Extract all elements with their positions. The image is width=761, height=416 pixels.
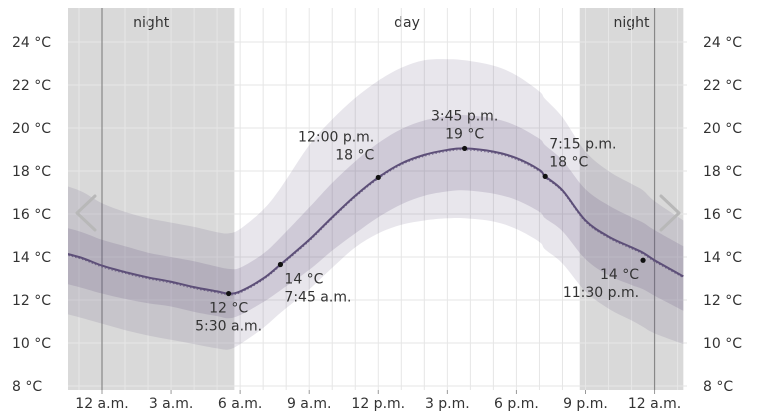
annotation-temp: 19 °C <box>445 126 484 142</box>
y-tick-label-right: 8 °C <box>703 379 733 395</box>
y-tick-label-left: 20 °C <box>12 121 51 137</box>
y-tick-label-left: 18 °C <box>12 164 51 180</box>
period-label-night: night <box>133 15 170 31</box>
night-shade <box>68 8 235 390</box>
y-tick-label-left: 8 °C <box>12 379 42 395</box>
y-tick-label-left: 24 °C <box>12 35 51 51</box>
x-tick-label: 6 a.m. <box>218 396 262 412</box>
y-tick-label-right: 24 °C <box>703 35 742 51</box>
x-axis: 12 a.m. 3 a.m. 6 a.m. 9 a.m. 12 p.m. 3 p.m. 6 … <box>75 390 681 412</box>
annotation-time: 7:45 a.m. <box>284 290 351 306</box>
x-tick-label: 12 p.m. <box>351 396 405 412</box>
data-point <box>542 173 548 179</box>
y-axis-left: 8 °C 10 °C 12 °C 14 °C 16 °C 18 °C 20 °C 22 °C 2… <box>12 35 51 395</box>
annotation-temp: 14 °C <box>600 267 639 283</box>
x-tick-label: 12 a.m. <box>628 396 681 412</box>
annotation-time: 11:30 p.m. <box>563 285 639 301</box>
y-tick-label-left: 22 °C <box>12 78 51 94</box>
x-tick-label: 12 a.m. <box>75 396 128 412</box>
y-tick-label-right: 18 °C <box>703 164 742 180</box>
x-tick-label: 6 p.m. <box>494 396 539 412</box>
y-tick-label-right: 12 °C <box>703 293 742 309</box>
annotation-temp: 18 °C <box>549 154 588 170</box>
y-tick-label-left: 12 °C <box>12 293 51 309</box>
period-label-day: day <box>394 15 420 31</box>
y-tick-label-left: 16 °C <box>12 207 51 223</box>
y-tick-label-left: 10 °C <box>12 336 51 352</box>
data-point <box>226 290 232 297</box>
x-tick-label: 9 p.m. <box>563 396 608 412</box>
annotation-time: 7:15 p.m. <box>549 136 616 152</box>
y-tick-label-right: 14 °C <box>703 250 742 266</box>
temperature-bands <box>68 59 684 350</box>
next-button[interactable] <box>652 190 686 236</box>
data-point <box>375 174 381 181</box>
gridlines <box>68 8 687 390</box>
annotation-time: 5:30 a.m. <box>195 319 262 335</box>
x-tick-label: 3 a.m. <box>149 396 193 412</box>
annotation-time: 12:00 p.m. <box>298 129 374 145</box>
y-tick-label-right: 16 °C <box>703 207 742 223</box>
prev-button[interactable] <box>68 190 102 236</box>
data-point <box>277 261 284 268</box>
y-tick-label-right: 20 °C <box>703 121 742 137</box>
annotation-time: 3:45 p.m. <box>431 108 498 124</box>
chevron-left-icon <box>75 194 97 232</box>
inner-band <box>68 114 684 319</box>
y-tick-label-right: 22 °C <box>703 78 742 94</box>
y-tick-label-right: 10 °C <box>703 336 742 352</box>
outer-band <box>68 59 684 350</box>
chevron-right-icon <box>659 194 681 232</box>
annotation-temp: 18 °C <box>335 147 374 163</box>
annotation-temp: 12 °C <box>209 301 248 317</box>
x-tick-label: 9 a.m. <box>287 396 331 412</box>
annotation-temp: 14 °C <box>284 272 323 288</box>
x-tick-label: 3 p.m. <box>425 396 470 412</box>
data-point <box>462 145 468 152</box>
data-point <box>640 257 646 263</box>
annotations: 12 °C 5:30 a.m. 14 °C 7:45 a.m. 12:00 p.m. 18… <box>195 108 646 335</box>
y-tick-label-left: 14 °C <box>12 250 51 266</box>
y-axis-right: 8 °C 10 °C 12 °C 14 °C 16 °C 18 °C 20 °C 22 °C 2… <box>703 35 742 395</box>
